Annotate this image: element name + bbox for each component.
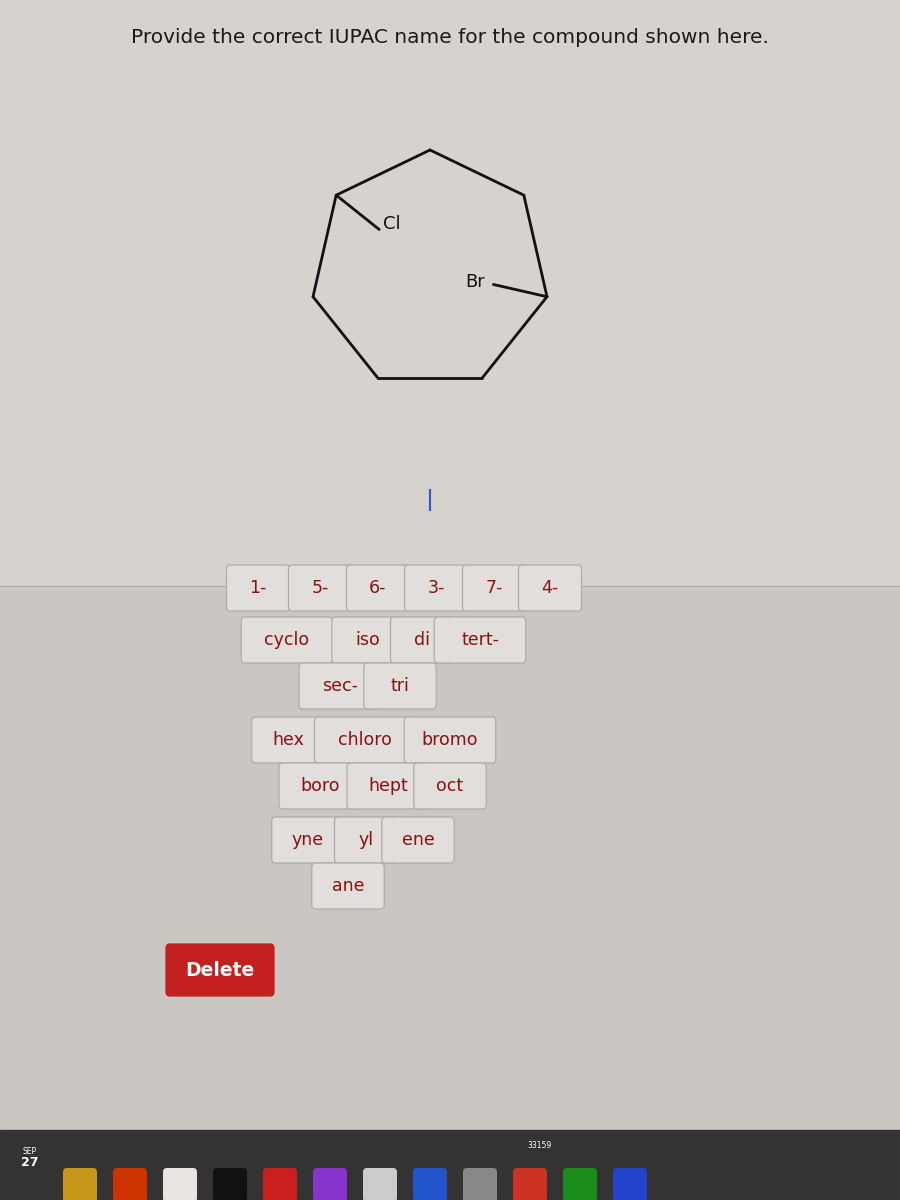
FancyBboxPatch shape [363, 1168, 397, 1200]
FancyBboxPatch shape [272, 817, 344, 863]
FancyBboxPatch shape [414, 763, 486, 809]
Text: 33159: 33159 [528, 1140, 552, 1150]
FancyBboxPatch shape [413, 1168, 447, 1200]
Text: tri: tri [391, 677, 410, 695]
Text: ene: ene [401, 830, 435, 850]
FancyBboxPatch shape [213, 1168, 247, 1200]
Text: Br: Br [465, 274, 485, 292]
Bar [0, 1130, 900, 1200]
FancyBboxPatch shape [463, 565, 526, 611]
FancyBboxPatch shape [289, 565, 352, 611]
FancyBboxPatch shape [299, 662, 381, 709]
Text: Provide the correct IUPAC name for the compound shown here.: Provide the correct IUPAC name for the c… [131, 28, 769, 47]
Text: 7-: 7- [485, 578, 503, 596]
Text: cyclo: cyclo [265, 631, 310, 649]
Text: 6-: 6- [369, 578, 387, 596]
FancyBboxPatch shape [163, 1168, 197, 1200]
FancyBboxPatch shape [404, 716, 496, 763]
FancyBboxPatch shape [227, 565, 290, 611]
FancyBboxPatch shape [346, 565, 410, 611]
FancyBboxPatch shape [252, 716, 324, 763]
FancyBboxPatch shape [263, 1168, 297, 1200]
FancyBboxPatch shape [63, 1168, 97, 1200]
FancyBboxPatch shape [113, 1168, 147, 1200]
Text: 1-: 1- [249, 578, 266, 596]
Bar [0, 0, 900, 586]
Text: Cl: Cl [383, 216, 400, 234]
Text: 4-: 4- [542, 578, 559, 596]
Text: oct: oct [436, 778, 464, 794]
Text: 27: 27 [22, 1156, 39, 1169]
FancyBboxPatch shape [347, 763, 429, 809]
FancyBboxPatch shape [434, 617, 526, 662]
Text: iso: iso [356, 631, 381, 649]
Text: hept: hept [368, 778, 408, 794]
FancyBboxPatch shape [241, 617, 333, 662]
FancyBboxPatch shape [613, 1168, 647, 1200]
Text: ane: ane [332, 877, 365, 895]
FancyBboxPatch shape [463, 1168, 497, 1200]
Text: yl: yl [358, 830, 374, 850]
FancyBboxPatch shape [314, 716, 416, 763]
Text: bromo: bromo [422, 731, 478, 749]
FancyBboxPatch shape [166, 944, 274, 996]
FancyBboxPatch shape [279, 763, 361, 809]
Bar [0, 586, 900, 1130]
Text: boro: boro [301, 778, 340, 794]
FancyBboxPatch shape [332, 617, 404, 662]
Text: tert-: tert- [461, 631, 499, 649]
FancyBboxPatch shape [382, 817, 454, 863]
FancyBboxPatch shape [404, 565, 467, 611]
FancyBboxPatch shape [313, 1168, 347, 1200]
Text: Delete: Delete [185, 960, 255, 979]
FancyBboxPatch shape [335, 817, 398, 863]
Text: 3-: 3- [428, 578, 445, 596]
FancyBboxPatch shape [518, 565, 581, 611]
Text: yne: yne [292, 830, 324, 850]
FancyBboxPatch shape [513, 1168, 547, 1200]
Text: di: di [414, 631, 430, 649]
Text: 5-: 5- [311, 578, 328, 596]
FancyBboxPatch shape [391, 617, 454, 662]
Text: SEP: SEP [22, 1147, 37, 1157]
Text: sec-: sec- [322, 677, 358, 695]
FancyBboxPatch shape [563, 1168, 597, 1200]
FancyBboxPatch shape [364, 662, 436, 709]
FancyBboxPatch shape [311, 863, 384, 910]
Text: hex: hex [272, 731, 304, 749]
Text: chloro: chloro [338, 731, 392, 749]
